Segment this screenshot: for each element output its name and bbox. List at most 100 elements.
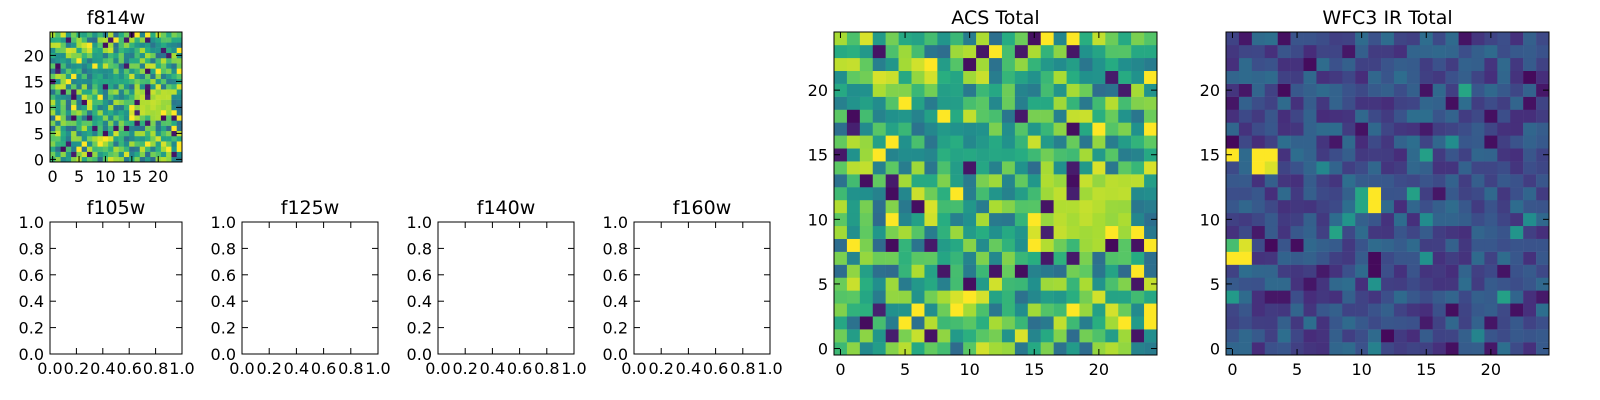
heatmap-cell [71,151,77,158]
heatmap-cell [846,135,861,149]
heatmap-cell [989,187,1003,201]
heatmap-cell [1342,96,1356,110]
heatmap-cell [176,73,183,80]
heatmap-cell [1458,174,1472,188]
heatmap-cell [1484,57,1498,72]
heatmap-cell [1014,212,1029,227]
heatmap-cell [1355,329,1369,343]
x-tick-label: 5 [900,360,910,379]
heatmap-cell [1393,148,1408,162]
heatmap-cell [898,44,912,59]
heatmap-cell [150,78,156,85]
heatmap-cell [1118,122,1132,136]
heatmap-cell [1355,290,1369,304]
heatmap-cell [1105,212,1119,227]
heatmap-cell [134,115,141,121]
heatmap-cell [963,148,977,162]
heatmap-cell [1290,316,1304,330]
heatmap-cell [134,146,141,152]
heatmap-cell [118,125,125,132]
heatmap-cell [1432,342,1446,356]
heatmap-cell [1264,329,1278,343]
heatmap-cell [166,120,172,126]
heatmap-cell [145,146,151,152]
heatmap-cell [1419,225,1433,239]
heatmap-cell [113,84,119,90]
heatmap-cell [1510,161,1524,175]
heatmap-cell [1484,44,1498,59]
heatmap-cell [1040,161,1054,175]
heatmap-cell [1277,290,1291,304]
heatmap-cell [134,99,141,106]
panel-title: f105w [87,197,146,219]
heatmap-cell [1393,161,1408,175]
heatmap-cell [1406,83,1421,97]
heatmap-cell [963,316,977,330]
heatmap-cell [1355,238,1369,252]
heatmap-cell [97,47,104,54]
heatmap-cell [924,122,938,136]
heatmap-cell [60,115,67,121]
heatmap-cell [65,68,72,74]
heatmap-cell [1066,109,1080,123]
heatmap-cell [123,120,130,126]
heatmap-cell [166,73,172,80]
heatmap-cell [1027,329,1041,343]
heatmap-cell [160,94,167,100]
heatmap-cell [50,146,56,152]
heatmap-cell [1251,187,1266,201]
y-tick-label: 5 [34,124,44,143]
heatmap-cell [1264,96,1278,110]
heatmap-cell [1014,83,1029,97]
heatmap-cell [911,96,925,110]
heatmap-cell [118,110,125,116]
heatmap-cell [1484,238,1498,252]
heatmap-cell [1264,174,1278,188]
heatmap-cell [911,199,925,214]
heatmap-cell [898,83,912,97]
heatmap-cell [1458,238,1472,252]
heatmap-cell [1497,225,1511,239]
heatmap-cell [160,37,167,43]
heatmap-cell [924,83,938,97]
heatmap-cell [166,68,172,74]
heatmap-cell [1105,316,1119,330]
heatmap-cell [872,329,886,343]
heatmap-cell [1419,290,1433,304]
heatmap-cell [1381,122,1395,136]
heatmap-cell [1368,238,1382,252]
heatmap-cell [118,151,125,158]
heatmap-cell [55,110,61,116]
heatmap-cell [176,58,183,64]
heatmap-cell [1144,329,1158,343]
heatmap-cell [1355,57,1369,72]
heatmap-cell [834,57,848,72]
heatmap-cell [1406,57,1421,72]
heatmap-cell [1238,264,1253,278]
heatmap-cell [1497,316,1511,330]
heatmap-cell [1316,225,1330,239]
heatmap-cell [1066,70,1080,84]
heatmap-cell [65,37,72,43]
heatmap-cell [1458,290,1472,304]
heatmap-cell [911,57,925,72]
heatmap-cell [1092,264,1106,278]
heatmap-cell [1419,70,1433,84]
heatmap-cell [1238,135,1253,149]
heatmap-cell [160,78,167,85]
axis-frame [1225,31,1550,356]
heatmap-cell [1079,83,1093,97]
heatmap-cell [1458,32,1472,46]
heatmap-cell [1406,44,1421,59]
heatmap-cell [950,303,964,317]
heatmap-cell [108,63,114,69]
heatmap-cell [1053,135,1067,149]
heatmap-cell [166,141,172,147]
heatmap-cell [171,84,177,90]
x-tick-label: 1.0 [365,359,390,378]
heatmap-cell [1226,316,1240,330]
heatmap-cell [1471,70,1485,84]
heatmap-cell [1316,329,1330,343]
heatmap-cell [924,290,938,304]
